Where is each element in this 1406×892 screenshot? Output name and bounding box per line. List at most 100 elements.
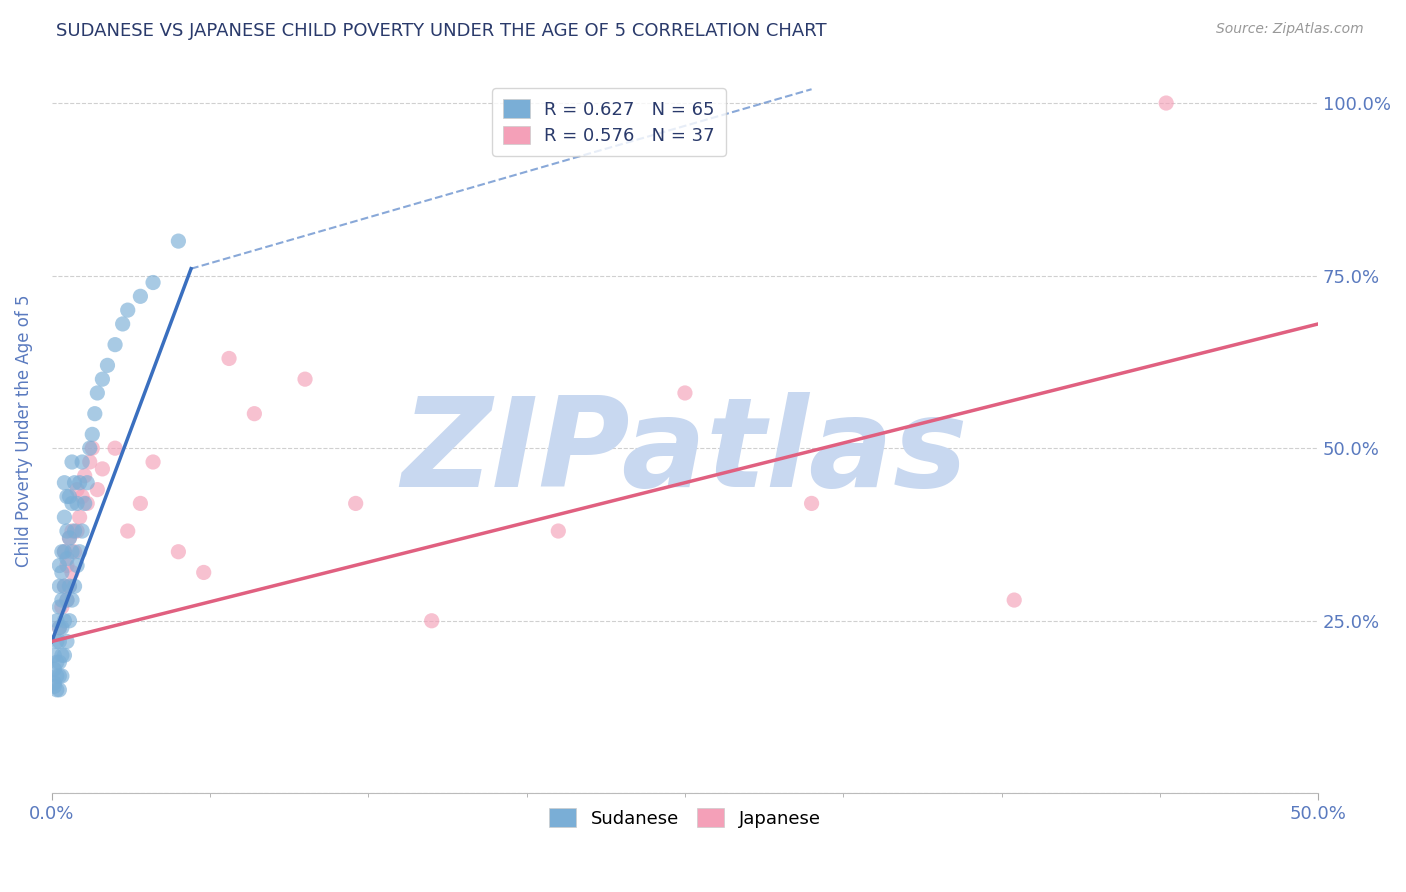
Point [218,351,240,366]
Point [53,545,76,559]
Point [48,558,70,573]
Point [48,599,70,614]
Point [673,386,696,401]
Point [420,614,443,628]
Point [51,648,73,663]
Text: ZIPatlas: ZIPatlas [402,392,969,513]
Point [167,234,190,248]
Point [58,490,80,504]
Point [104,337,127,351]
Point [243,407,266,421]
Point [60,524,83,538]
Point [117,303,139,318]
Point [56,634,79,648]
Point [60,593,83,607]
Point [51,545,73,559]
Point [1002,593,1025,607]
Point [53,545,76,559]
Point [58,531,80,545]
Point [142,276,165,290]
Point [142,455,165,469]
Point [45,634,67,648]
Point [69,545,91,559]
Point [800,496,823,510]
Point [45,614,67,628]
Point [66,524,89,538]
Point [60,545,83,559]
Point [58,579,80,593]
Point [117,524,139,538]
Point [129,289,152,303]
Point [48,579,70,593]
Point [53,614,76,628]
Text: SUDANESE VS JAPANESE CHILD POVERTY UNDER THE AGE OF 5 CORRELATION CHART: SUDANESE VS JAPANESE CHILD POVERTY UNDER… [56,22,827,40]
Point [45,655,67,669]
Point [79,441,101,455]
Point [73,496,96,510]
Point [56,551,79,566]
Point [69,475,91,490]
Point [344,496,367,510]
Y-axis label: Child Poverty Under the Age of 5: Child Poverty Under the Age of 5 [15,294,32,567]
Point [45,682,67,697]
Point [44,679,66,693]
Point [167,545,190,559]
Legend: Sudanese, Japanese: Sudanese, Japanese [543,801,828,835]
Point [73,468,96,483]
Point [51,669,73,683]
Point [86,386,108,401]
Point [45,669,67,683]
Point [294,372,316,386]
Point [48,621,70,635]
Text: Source: ZipAtlas.com: Source: ZipAtlas.com [1216,22,1364,37]
Point [91,462,114,476]
Point [53,510,76,524]
Point [56,524,79,538]
Point [63,579,86,593]
Point [111,317,134,331]
Point [44,648,66,663]
Point [66,483,89,497]
Point [48,621,70,635]
Point [70,490,93,504]
Point [53,648,76,663]
Point [51,566,73,580]
Point [79,455,101,469]
Point [56,558,79,573]
Point [58,579,80,593]
Point [51,621,73,635]
Point [76,496,98,510]
Point [53,475,76,490]
Point [51,599,73,614]
Point [66,496,89,510]
Point [56,593,79,607]
Point [58,614,80,628]
Point [76,475,98,490]
Point [48,655,70,669]
Point [44,676,66,690]
Point [48,682,70,697]
Point [60,566,83,580]
Point [1154,96,1177,111]
Point [63,475,86,490]
Point [66,558,89,573]
Point [91,372,114,386]
Point [63,545,86,559]
Point [86,483,108,497]
Point [83,407,105,421]
Point [60,455,83,469]
Point [82,441,104,455]
Point [44,662,66,676]
Point [70,524,93,538]
Point [60,496,83,510]
Point [53,579,76,593]
Point [58,531,80,545]
Point [48,634,70,648]
Point [129,496,152,510]
Point [53,579,76,593]
Point [56,593,79,607]
Point [63,524,86,538]
Point [96,359,118,373]
Point [70,455,93,469]
Point [51,593,73,607]
